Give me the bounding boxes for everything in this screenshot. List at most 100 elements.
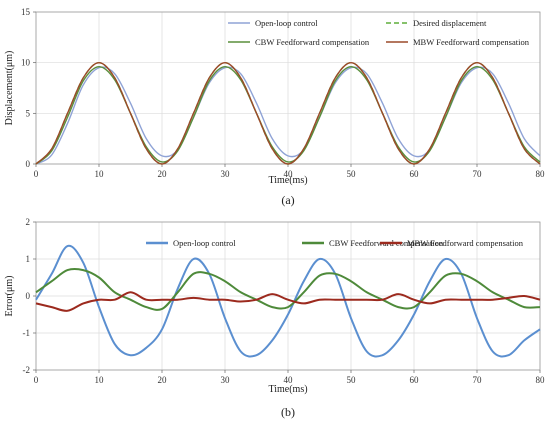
b-series-2-point [287, 299, 288, 300]
a-series-3-point [335, 77, 336, 78]
a-series-line-3 [35, 61, 541, 165]
b-legend-label-2: MBW Feedforward compensation [407, 238, 524, 248]
a-x-tick-label: 80 [536, 169, 546, 179]
a-series-3-point [67, 113, 68, 114]
a-y-tick-label: 10 [21, 58, 31, 68]
a-series-3-point [114, 77, 115, 78]
a-series-2-point [413, 161, 414, 162]
b-series-2-point [524, 295, 525, 296]
a-series-3-point [303, 148, 304, 149]
a-y-tick-label: 0 [26, 159, 31, 169]
a-series-0-point [130, 103, 131, 104]
a-series-2-point [445, 117, 446, 118]
a-series-0-point [83, 84, 84, 85]
b-series-0-point [177, 288, 178, 289]
b-y-tick-label: 2 [26, 217, 31, 227]
a-series-3-point [413, 163, 414, 164]
b-series-0-point [98, 307, 99, 308]
a-series-3-point [461, 77, 462, 78]
b-x-tick-label: 40 [284, 375, 294, 385]
a-series-3-point [83, 77, 84, 78]
b-x-tick-label: 70 [473, 375, 483, 385]
a-series-2-point [224, 66, 225, 67]
b-series-2-point [224, 299, 225, 300]
b-series-1-point [209, 273, 210, 274]
b-series-2-point [83, 303, 84, 304]
b-series-2-point [98, 299, 99, 300]
b-series-2-point [114, 299, 115, 300]
b-series-1-point [130, 299, 131, 300]
a-series-3-point [287, 163, 288, 164]
panel-a-series-lines [35, 61, 541, 165]
b-series-0-point [272, 340, 273, 341]
panel-b-chart: 0 10 20 30 40 50 60 70 80 -2 -1 0 1 2 Open-loop cont… [4, 217, 545, 419]
a-series-0-point [161, 155, 162, 156]
a-y-tick-label: 5 [26, 108, 31, 118]
b-series-2-point [303, 303, 304, 304]
a-series-0-point [146, 138, 147, 139]
b-series-1-point [161, 308, 162, 309]
b-series-1-point [303, 292, 304, 293]
b-series-1-point [413, 307, 414, 308]
b-series-line-1 [35, 267, 541, 311]
a-series-2-point [67, 117, 68, 118]
a-legend-label-1: Desired displacement [413, 18, 487, 28]
b-series-2-point [461, 299, 462, 300]
panel-b-series-lines [35, 244, 541, 358]
a-series-0-point [51, 154, 52, 155]
b-series-0-point [161, 329, 162, 330]
a-y-tick-label: 15 [21, 7, 31, 17]
b-series-0-point [256, 355, 257, 356]
a-series-3-point [209, 77, 210, 78]
a-series-3-point [350, 62, 351, 63]
a-series-0-point [287, 155, 288, 156]
b-series-2-point [240, 301, 241, 302]
b-series-0-point [130, 355, 131, 356]
a-series-3-point [492, 77, 493, 78]
b-series-1-point [146, 307, 147, 308]
b-series-1-point [177, 292, 178, 293]
b-series-0-point [398, 340, 399, 341]
b-series-0-point [224, 318, 225, 319]
panel-b-y-axis-label: Error(μm) [4, 276, 15, 317]
b-y-tick-label: 1 [26, 254, 31, 264]
b-series-1-point [508, 299, 509, 300]
a-series-2-point [287, 161, 288, 162]
a-x-tick-label: 20 [158, 169, 168, 179]
b-series-0-point [429, 281, 430, 282]
b-series-1-point [476, 281, 477, 282]
a-series-3-point [524, 148, 525, 149]
b-x-tick-label: 60 [410, 375, 420, 385]
a-series-2-point [83, 80, 84, 81]
a-series-2-point [461, 80, 462, 81]
b-series-2-point [272, 294, 273, 295]
a-x-tick-label: 40 [284, 169, 294, 179]
b-series-0-point [114, 344, 115, 345]
b-series-0-point [508, 355, 509, 356]
panel-b-x-ticks: 0 10 20 30 40 50 60 70 80 [34, 370, 545, 385]
b-series-0-point [350, 318, 351, 319]
a-series-3-point [177, 148, 178, 149]
b-series-2-point [335, 299, 336, 300]
b-series-2-point [429, 303, 430, 304]
a-series-0-point [492, 73, 493, 74]
a-series-3-point [146, 148, 147, 149]
b-series-2-point [67, 310, 68, 311]
a-series-3-point [193, 113, 194, 114]
a-series-3-point [319, 113, 320, 114]
a-series-3-point [161, 163, 162, 164]
b-series-1-point [272, 307, 273, 308]
a-series-3-point [366, 77, 367, 78]
a-series-2-point [476, 66, 477, 67]
b-series-2-point [209, 299, 210, 300]
a-series-0-point [240, 73, 241, 74]
panel-a-y-axis-label: Displacement(μm) [4, 51, 15, 126]
b-series-2-point [161, 299, 162, 300]
a-series-0-point [508, 103, 509, 104]
b-series-0-point [445, 258, 446, 259]
a-series-2-point [335, 80, 336, 81]
panel-a-x-ticks: 0 10 20 30 40 50 60 70 80 [34, 164, 545, 179]
a-series-0-point [413, 155, 414, 156]
a-series-2-point [161, 161, 162, 162]
b-series-2-point [35, 303, 36, 304]
